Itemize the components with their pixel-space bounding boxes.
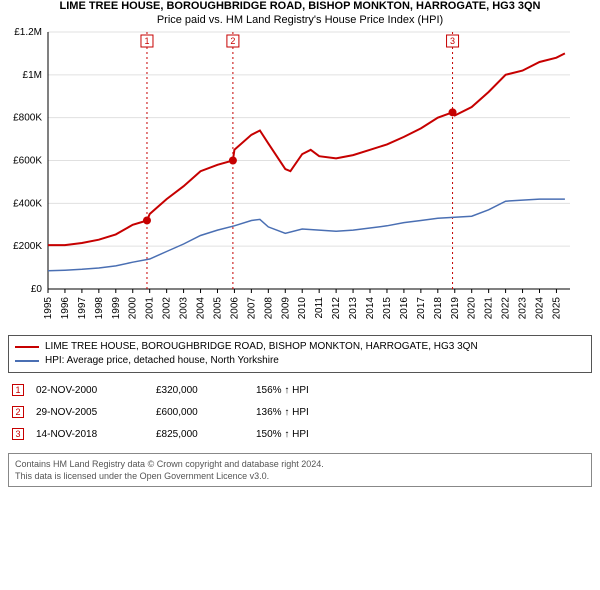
line-chart: £0 £200K £400K £600K £800K £1M £1.2M 1995 1996 19… (0, 26, 580, 331)
y-tick-label: £800K (13, 113, 42, 124)
x-tick-label: 2023 (518, 297, 529, 320)
x-tick-label: 2024 (534, 297, 545, 320)
x-tick-label: 1998 (94, 297, 105, 320)
x-tick-label: 1999 (111, 297, 122, 320)
x-tick-label: 2012 (331, 297, 342, 320)
x-tick-label: 2000 (128, 297, 139, 320)
x-tick-label: 2021 (484, 297, 495, 320)
x-tick-label: 2025 (551, 297, 562, 320)
event-date: 29-NOV-2005 (36, 407, 156, 418)
x-tick-label: 2015 (382, 297, 393, 320)
event-table-row: 3 14-NOV-2018£825,000150% ↑ HPI (8, 423, 592, 445)
event-number: 2 (230, 36, 235, 46)
x-tick-label: 2010 (297, 297, 308, 320)
chart-title: LIME TREE HOUSE, BOROUGHBRIDGE ROAD, BIS… (0, 0, 600, 12)
x-tick-label: 2002 (162, 297, 173, 320)
chart-subtitle: Price paid vs. HM Land Registry's House … (0, 14, 600, 26)
x-tick-label: 2020 (467, 297, 478, 320)
y-tick-label: £1.2M (14, 27, 42, 38)
event-number: 1 (144, 36, 149, 46)
x-tick-label: 2017 (416, 297, 427, 320)
event-marker (449, 108, 457, 116)
event-table-number-box: 1 (12, 384, 24, 396)
event-marker (229, 157, 237, 165)
y-tick-label: £600K (13, 156, 42, 167)
event-date: 02-NOV-2000 (36, 385, 156, 396)
event-marker (143, 216, 151, 224)
legend-swatch (15, 360, 39, 362)
chart-container: £0 £200K £400K £600K £800K £1M £1.2M 1995 1996 19… (0, 26, 600, 331)
legend: LIME TREE HOUSE, BOROUGHBRIDGE ROAD, BIS… (8, 335, 592, 373)
series-property (48, 53, 565, 245)
y-tick-label: £0 (31, 284, 43, 295)
y-tick-label: £200K (13, 241, 42, 252)
y-tick-label: £400K (13, 198, 42, 209)
x-tick-label: 1996 (60, 297, 71, 320)
event-table-row: 1 02-NOV-2000£320,000156% ↑ HPI (8, 379, 592, 401)
x-tick-label: 2013 (348, 297, 359, 320)
x-tick-label: 2011 (314, 297, 325, 319)
event-number: 3 (450, 36, 455, 46)
event-price: £320,000 (156, 385, 256, 396)
legend-swatch (15, 346, 39, 348)
event-date: 14-NOV-2018 (36, 429, 156, 440)
event-price: £600,000 (156, 407, 256, 418)
event-table-row: 2 29-NOV-2005£600,000136% ↑ HPI (8, 401, 592, 423)
x-tick-label: 2006 (229, 297, 240, 320)
x-tick-label: 2019 (450, 297, 461, 320)
x-tick-label: 2009 (280, 297, 291, 320)
x-tick-label: 2003 (179, 297, 190, 320)
x-tick-label: 2004 (196, 297, 207, 320)
event-vs-hpi: 156% ↑ HPI (256, 385, 592, 396)
x-tick-label: 2005 (212, 297, 223, 320)
x-tick-label: 2016 (399, 297, 410, 320)
legend-label: LIME TREE HOUSE, BOROUGHBRIDGE ROAD, BIS… (45, 340, 478, 354)
event-vs-hpi: 150% ↑ HPI (256, 429, 592, 440)
footer-line: This data is licensed under the Open Gov… (15, 470, 585, 482)
footer-line: Contains HM Land Registry data © Crown c… (15, 458, 585, 470)
event-table-number-box: 2 (12, 406, 24, 418)
events-table: 1 02-NOV-2000£320,000156% ↑ HPI 2 29-NOV-20… (8, 379, 592, 445)
x-tick-label: 2014 (365, 297, 376, 320)
series-hpi (48, 199, 565, 271)
legend-row: LIME TREE HOUSE, BOROUGHBRIDGE ROAD, BIS… (15, 340, 585, 354)
x-tick-label: 2022 (501, 297, 512, 320)
x-tick-label: 1995 (43, 297, 54, 320)
y-tick-label: £1M (23, 70, 42, 81)
event-table-number-box: 3 (12, 428, 24, 440)
x-tick-label: 1997 (77, 297, 88, 320)
x-tick-label: 2008 (263, 297, 274, 320)
attribution-footer: Contains HM Land Registry data © Crown c… (8, 453, 592, 487)
event-vs-hpi: 136% ↑ HPI (256, 407, 592, 418)
legend-row: HPI: Average price, detached house, Nort… (15, 354, 585, 368)
x-tick-label: 2001 (145, 297, 156, 320)
event-price: £825,000 (156, 429, 256, 440)
x-tick-label: 2018 (433, 297, 444, 320)
x-tick-label: 2007 (246, 297, 257, 320)
legend-label: HPI: Average price, detached house, Nort… (45, 354, 279, 368)
